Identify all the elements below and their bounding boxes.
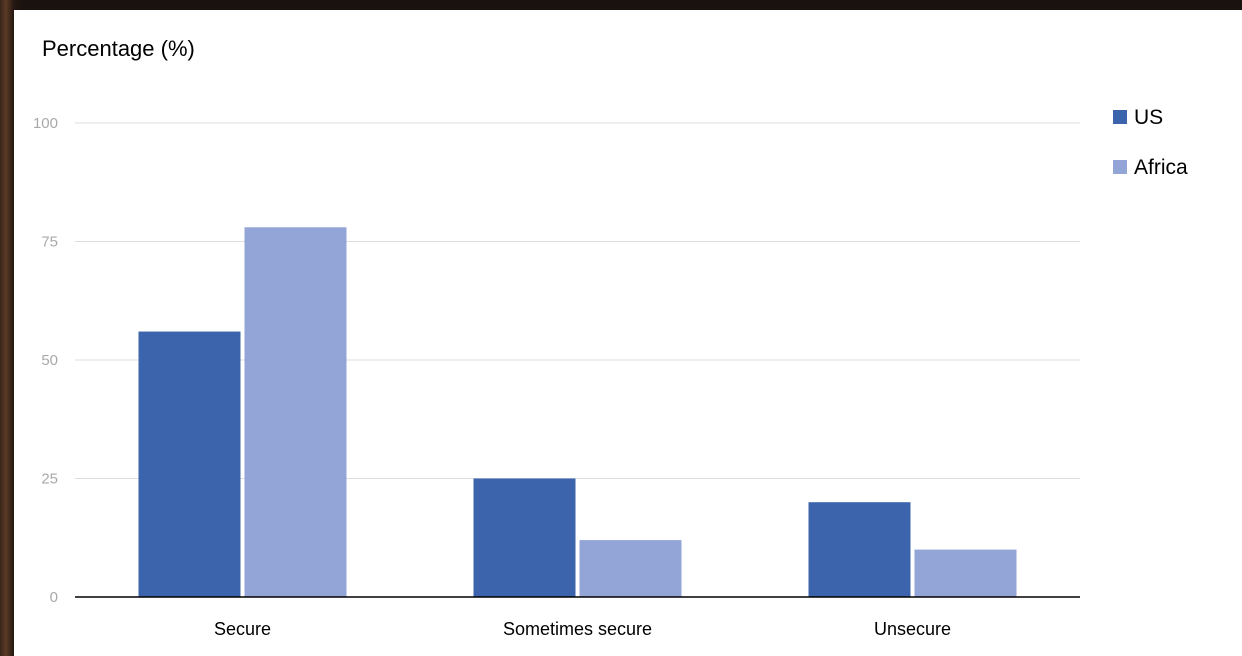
legend: US Africa [1113,106,1188,179]
x-category-label: Secure [214,619,271,639]
y-tick-labels: 0 25 50 75 100 [33,115,58,606]
legend-label-us: US [1134,106,1163,129]
bar-us-secure [138,331,241,597]
y-tick-100: 100 [33,115,58,132]
legend-swatch-us [1113,110,1127,124]
y-tick-25: 25 [41,471,58,488]
bars [138,227,1017,597]
x-category-label: Sometimes secure [503,619,652,639]
bar-us-unsecure [808,502,911,597]
legend-label-africa: Africa [1134,156,1188,179]
y-tick-50: 50 [41,352,58,369]
legend-swatch-africa [1113,160,1127,174]
x-category-label: Unsecure [874,619,951,639]
bar-africa-unsecure [914,549,1017,597]
y-axis-label: Percentage (%) [42,36,195,61]
bar-africa-secure [244,227,347,597]
category-labels: Secure Sometimes secure Unsecure [214,619,951,639]
y-tick-75: 75 [41,234,58,251]
gridlines [75,122,1080,479]
bar-us-sometimes-secure [473,478,576,597]
bar-africa-sometimes-secure [579,540,682,597]
y-tick-0: 0 [50,589,58,606]
